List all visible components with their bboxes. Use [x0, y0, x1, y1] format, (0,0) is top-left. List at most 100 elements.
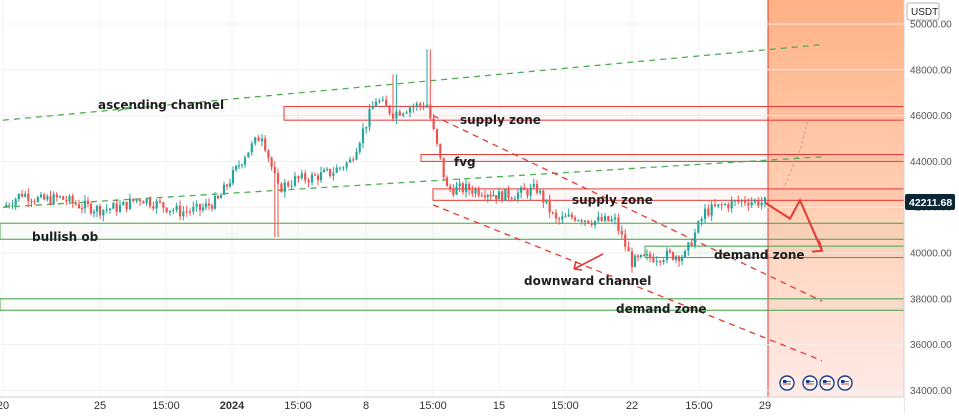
supply-zone-upper-label: supply zone — [460, 113, 541, 127]
candle-body — [477, 188, 480, 196]
candle-body — [300, 173, 303, 179]
candle-body — [630, 251, 634, 267]
candle-body — [39, 194, 43, 198]
candle-body — [624, 234, 627, 247]
candle-body — [720, 204, 723, 206]
candle-body — [445, 177, 449, 187]
time-tick: 15:00 — [551, 400, 579, 412]
candle-body — [182, 211, 185, 217]
us-flag-icon[interactable] — [837, 375, 853, 391]
candle-body — [683, 250, 687, 257]
candle-body — [495, 195, 498, 200]
candle-body — [753, 199, 757, 203]
candle-body — [727, 204, 730, 209]
time-tick: 15:00 — [685, 400, 713, 412]
price-tick: 38000.00 — [910, 294, 952, 305]
candle-body — [402, 113, 405, 116]
candle-body — [529, 187, 532, 196]
candle-body — [507, 189, 510, 198]
candle-body — [523, 187, 526, 190]
candle-body — [665, 250, 669, 261]
candle-body — [539, 190, 542, 193]
candle-body — [322, 170, 326, 173]
candle-body — [545, 199, 548, 203]
time-tick: 15:00 — [152, 400, 180, 412]
currency-button[interactable] — [906, 2, 940, 21]
us-flag-icon[interactable] — [802, 375, 818, 391]
downward-channel-label: downward channel — [524, 274, 651, 288]
candle-body — [600, 216, 603, 221]
candle-body — [325, 168, 329, 171]
time-tick: 15:00 — [284, 400, 312, 412]
candle-body — [290, 185, 293, 187]
ascending-channel-arrow — [117, 105, 133, 112]
time-tick: 20 — [0, 400, 9, 412]
candle-body — [422, 105, 425, 108]
candle-body — [313, 174, 317, 176]
candle-body — [14, 199, 17, 206]
us-flag-icon[interactable] — [779, 375, 795, 391]
candle-body — [178, 205, 182, 217]
candle-body — [152, 206, 155, 209]
candle-body — [260, 138, 264, 142]
us-flag-icon[interactable] — [819, 375, 835, 391]
candle-body — [737, 200, 740, 202]
candle-body — [381, 99, 384, 101]
candle-body — [118, 205, 122, 212]
candle-body — [24, 193, 27, 197]
candle-body — [674, 256, 678, 260]
candle-body — [138, 199, 142, 202]
candle-body — [497, 191, 501, 200]
candle-body — [198, 204, 202, 211]
candle-body — [148, 198, 152, 207]
candle-body — [677, 256, 681, 262]
candle-body — [703, 208, 707, 219]
candle-body — [195, 204, 198, 207]
candle-body — [108, 208, 112, 210]
candle-body — [355, 151, 358, 160]
candle-body — [27, 193, 30, 202]
time-axis[interactable] — [0, 397, 904, 413]
candle-body — [43, 194, 46, 200]
candle-body — [378, 100, 381, 102]
candle-body — [368, 109, 371, 127]
candle-body — [492, 195, 495, 197]
candle-body — [590, 223, 593, 226]
candle-body — [55, 194, 58, 198]
candle-body — [225, 184, 229, 187]
ascending-channel-label: ascending channel — [98, 98, 224, 112]
candle-body — [68, 196, 71, 202]
candle-body — [461, 183, 464, 193]
candle-body — [216, 196, 220, 199]
price-tick: 36000.00 — [910, 340, 952, 351]
candle-body — [192, 206, 195, 212]
candle-body — [474, 188, 477, 194]
candle-body — [267, 150, 270, 158]
candle-body — [542, 190, 545, 203]
candle-body — [652, 257, 655, 262]
candle-body — [760, 202, 763, 206]
candle-body — [86, 200, 90, 204]
candle-body — [551, 212, 554, 214]
candle-body — [707, 208, 710, 216]
candle-body — [723, 204, 727, 206]
candle-body — [645, 254, 649, 256]
candle-body — [58, 196, 62, 198]
zone-supply — [420, 154, 905, 162]
candle-body — [234, 165, 238, 171]
candle-body — [648, 254, 652, 258]
candle-body — [280, 183, 283, 192]
candle-body — [627, 246, 630, 252]
candle-body — [535, 184, 539, 193]
candle-body — [254, 137, 257, 144]
candle-body — [371, 106, 374, 110]
candle-body — [558, 218, 561, 220]
forecast-layer — [764, 119, 824, 253]
candle-body — [690, 242, 693, 246]
price-tick: 44000.00 — [910, 157, 952, 168]
candle-body — [435, 129, 439, 144]
candle-body — [80, 208, 84, 210]
candle-body — [516, 192, 520, 199]
